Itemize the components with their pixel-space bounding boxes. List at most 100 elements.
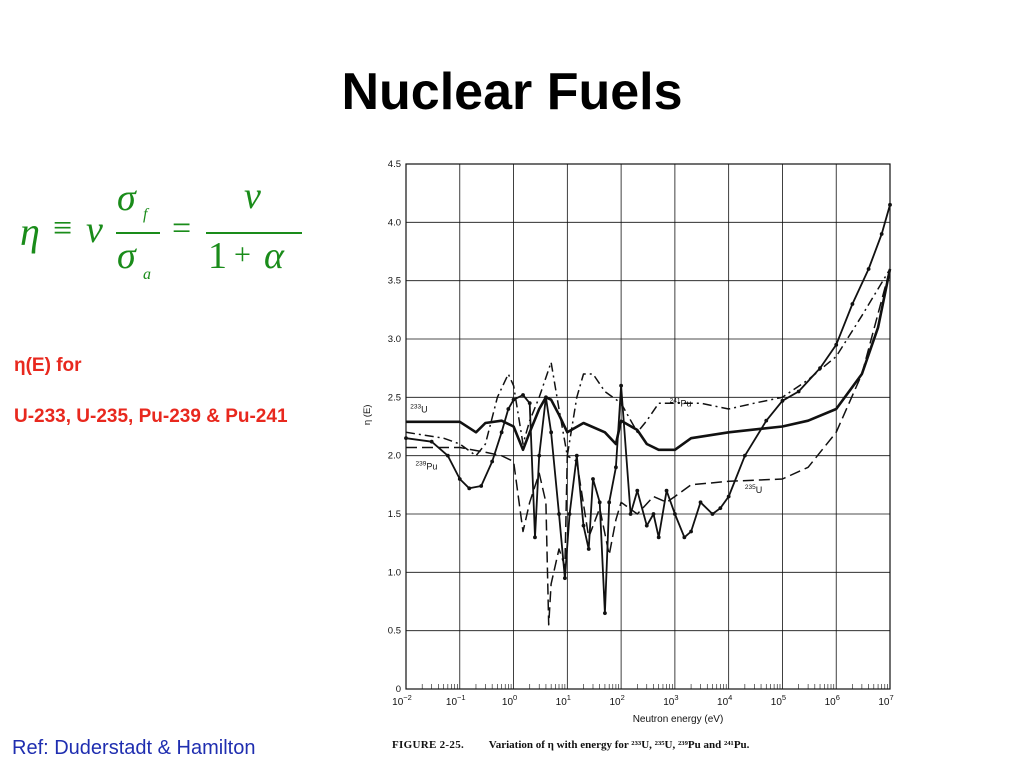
caption-text: Variation of η with energy for ²³³U, ²³⁵…: [488, 739, 750, 751]
eq-equiv: ≡: [53, 210, 73, 247]
y-tick-label: 4.0: [388, 217, 401, 228]
eq-equals: =: [172, 210, 192, 247]
series-point-239Pu: [467, 486, 472, 491]
series-label-233U: 233U: [410, 404, 427, 415]
series-point-239Pu: [479, 484, 484, 488]
series-layer: [404, 202, 892, 626]
series-point-239Pu: [544, 395, 548, 400]
eq-eta: η: [20, 209, 40, 254]
series-point-239Pu: [521, 393, 525, 397]
series-point-239Pu: [567, 512, 572, 516]
series-point-239Pu: [527, 401, 532, 406]
series-point-239Pu: [689, 529, 693, 534]
series-point-239Pu: [499, 430, 504, 435]
series-point-239Pu: [850, 302, 855, 306]
fraction-bar-right: [206, 232, 302, 234]
series-point-239Pu: [613, 465, 618, 470]
x-tick-label: 103: [663, 693, 678, 708]
grid-layer: [405, 163, 891, 690]
y-tick-label: 2.5: [388, 392, 401, 403]
series-point-239Pu: [457, 477, 462, 481]
series-point-239Pu: [796, 389, 801, 394]
series-point-239Pu: [591, 477, 595, 481]
series-point-239Pu: [607, 500, 612, 505]
x-tick-label: 10−1: [446, 693, 466, 708]
series-point-239Pu: [445, 453, 450, 458]
series-label-235U: 235U: [745, 484, 762, 495]
y-tick-label: 1.0: [388, 567, 401, 578]
series-line-233U: [406, 268, 892, 452]
eq-sub-f: f: [143, 206, 148, 223]
eq-sigma-a: σ: [117, 235, 136, 277]
figure-caption: FIGURE 2-25. Variation of η with energy …: [392, 739, 749, 751]
series-point-239Pu: [429, 439, 434, 444]
x-tick-label: 100: [502, 693, 517, 708]
x-tick-label: 105: [771, 693, 786, 708]
x-tick-label: 104: [717, 693, 732, 708]
eq-alpha: α: [264, 235, 284, 277]
series-point-239Pu: [562, 576, 567, 581]
series-point-239Pu: [635, 488, 640, 493]
series-point-239Pu: [764, 418, 769, 423]
caption-tag: FIGURE 2-25.: [392, 739, 465, 751]
series-label-241Pu: 241Pu: [670, 398, 692, 409]
axis-layer: 0 0.5 1.0 1.5 2.0 2.5 3.0 3.5 4.0 4.5 10−2 10−1 100 1…: [362, 159, 894, 725]
series-line-235U: [406, 268, 891, 626]
y-tick-label: 2.0: [388, 451, 401, 462]
eta-equation: η ≡ v σ f σ a = v 1 + α: [20, 175, 310, 300]
eq-sigma-f: σ: [117, 177, 136, 219]
eq-nu-numerator: v: [244, 175, 261, 217]
series-point-239Pu: [619, 383, 624, 388]
series-point-239Pu: [710, 512, 715, 516]
series-point-239Pu: [726, 494, 731, 499]
series-point-239Pu: [603, 611, 607, 616]
isotope-list: U-233, U-235, Pu-239 & Pu-241: [14, 406, 288, 427]
x-tick-label: 107: [878, 693, 893, 708]
series-point-239Pu: [537, 453, 542, 458]
series-point-239Pu: [664, 488, 669, 493]
series-point-239Pu: [656, 535, 661, 540]
series-label-239Pu: 239Pu: [415, 461, 437, 472]
eq-sub-a: a: [143, 266, 151, 283]
series-point-239Pu: [490, 459, 495, 464]
y-tick-label: 1.5: [388, 509, 401, 520]
series-point-239Pu: [888, 202, 892, 207]
series-point-239Pu: [506, 407, 511, 411]
x-tick-label: 101: [556, 693, 571, 708]
series-point-239Pu: [780, 398, 785, 403]
label-layer: 233U 235U 239Pu 241Pu: [410, 398, 762, 495]
series-point-239Pu: [718, 506, 723, 511]
x-axis-title: Neutron energy (eV): [633, 714, 724, 725]
series-point-239Pu: [698, 500, 703, 505]
series-line-239Pu: [405, 204, 891, 615]
series-point-239Pu: [651, 512, 656, 516]
series-point-239Pu: [581, 523, 586, 528]
series-line-241Pu: [405, 268, 891, 457]
x-tick-label: 10−2: [392, 693, 412, 708]
series-point-239Pu: [644, 523, 649, 528]
x-tick-label: 106: [825, 693, 840, 708]
eta-for-label: η(E) for: [14, 355, 82, 376]
plot-frame: [405, 163, 891, 690]
series-point-239Pu: [549, 430, 554, 435]
y-tick-label: 0.5: [388, 626, 401, 637]
series-point-239Pu: [818, 366, 822, 371]
series-point-239Pu: [574, 453, 579, 458]
eta-energy-chart: 0 0.5 1.0 1.5 2.0 2.5 3.0 3.5 4.0 4.5 10−2 10−1 100 1…: [362, 159, 894, 725]
series-point-239Pu: [682, 535, 687, 540]
slide-title: Nuclear Fuels: [341, 63, 683, 121]
eq-nu: v: [86, 209, 103, 251]
series-point-239Pu: [834, 342, 839, 347]
series-point-239Pu: [404, 436, 408, 441]
fraction-bar-left: [116, 232, 160, 234]
series-point-239Pu: [628, 512, 633, 516]
series-point-239Pu: [586, 547, 591, 551]
series-point-239Pu: [672, 512, 677, 516]
series-point-239Pu: [511, 397, 516, 402]
y-tick-label: 0: [396, 684, 401, 695]
reference-link[interactable]: Ref: Duderstadt & Hamilton: [12, 737, 256, 759]
y-tick-label: 3.5: [388, 276, 401, 287]
series-point-239Pu: [533, 535, 537, 540]
y-tick-label: 3.0: [388, 334, 401, 345]
eq-plus: +: [234, 238, 251, 271]
